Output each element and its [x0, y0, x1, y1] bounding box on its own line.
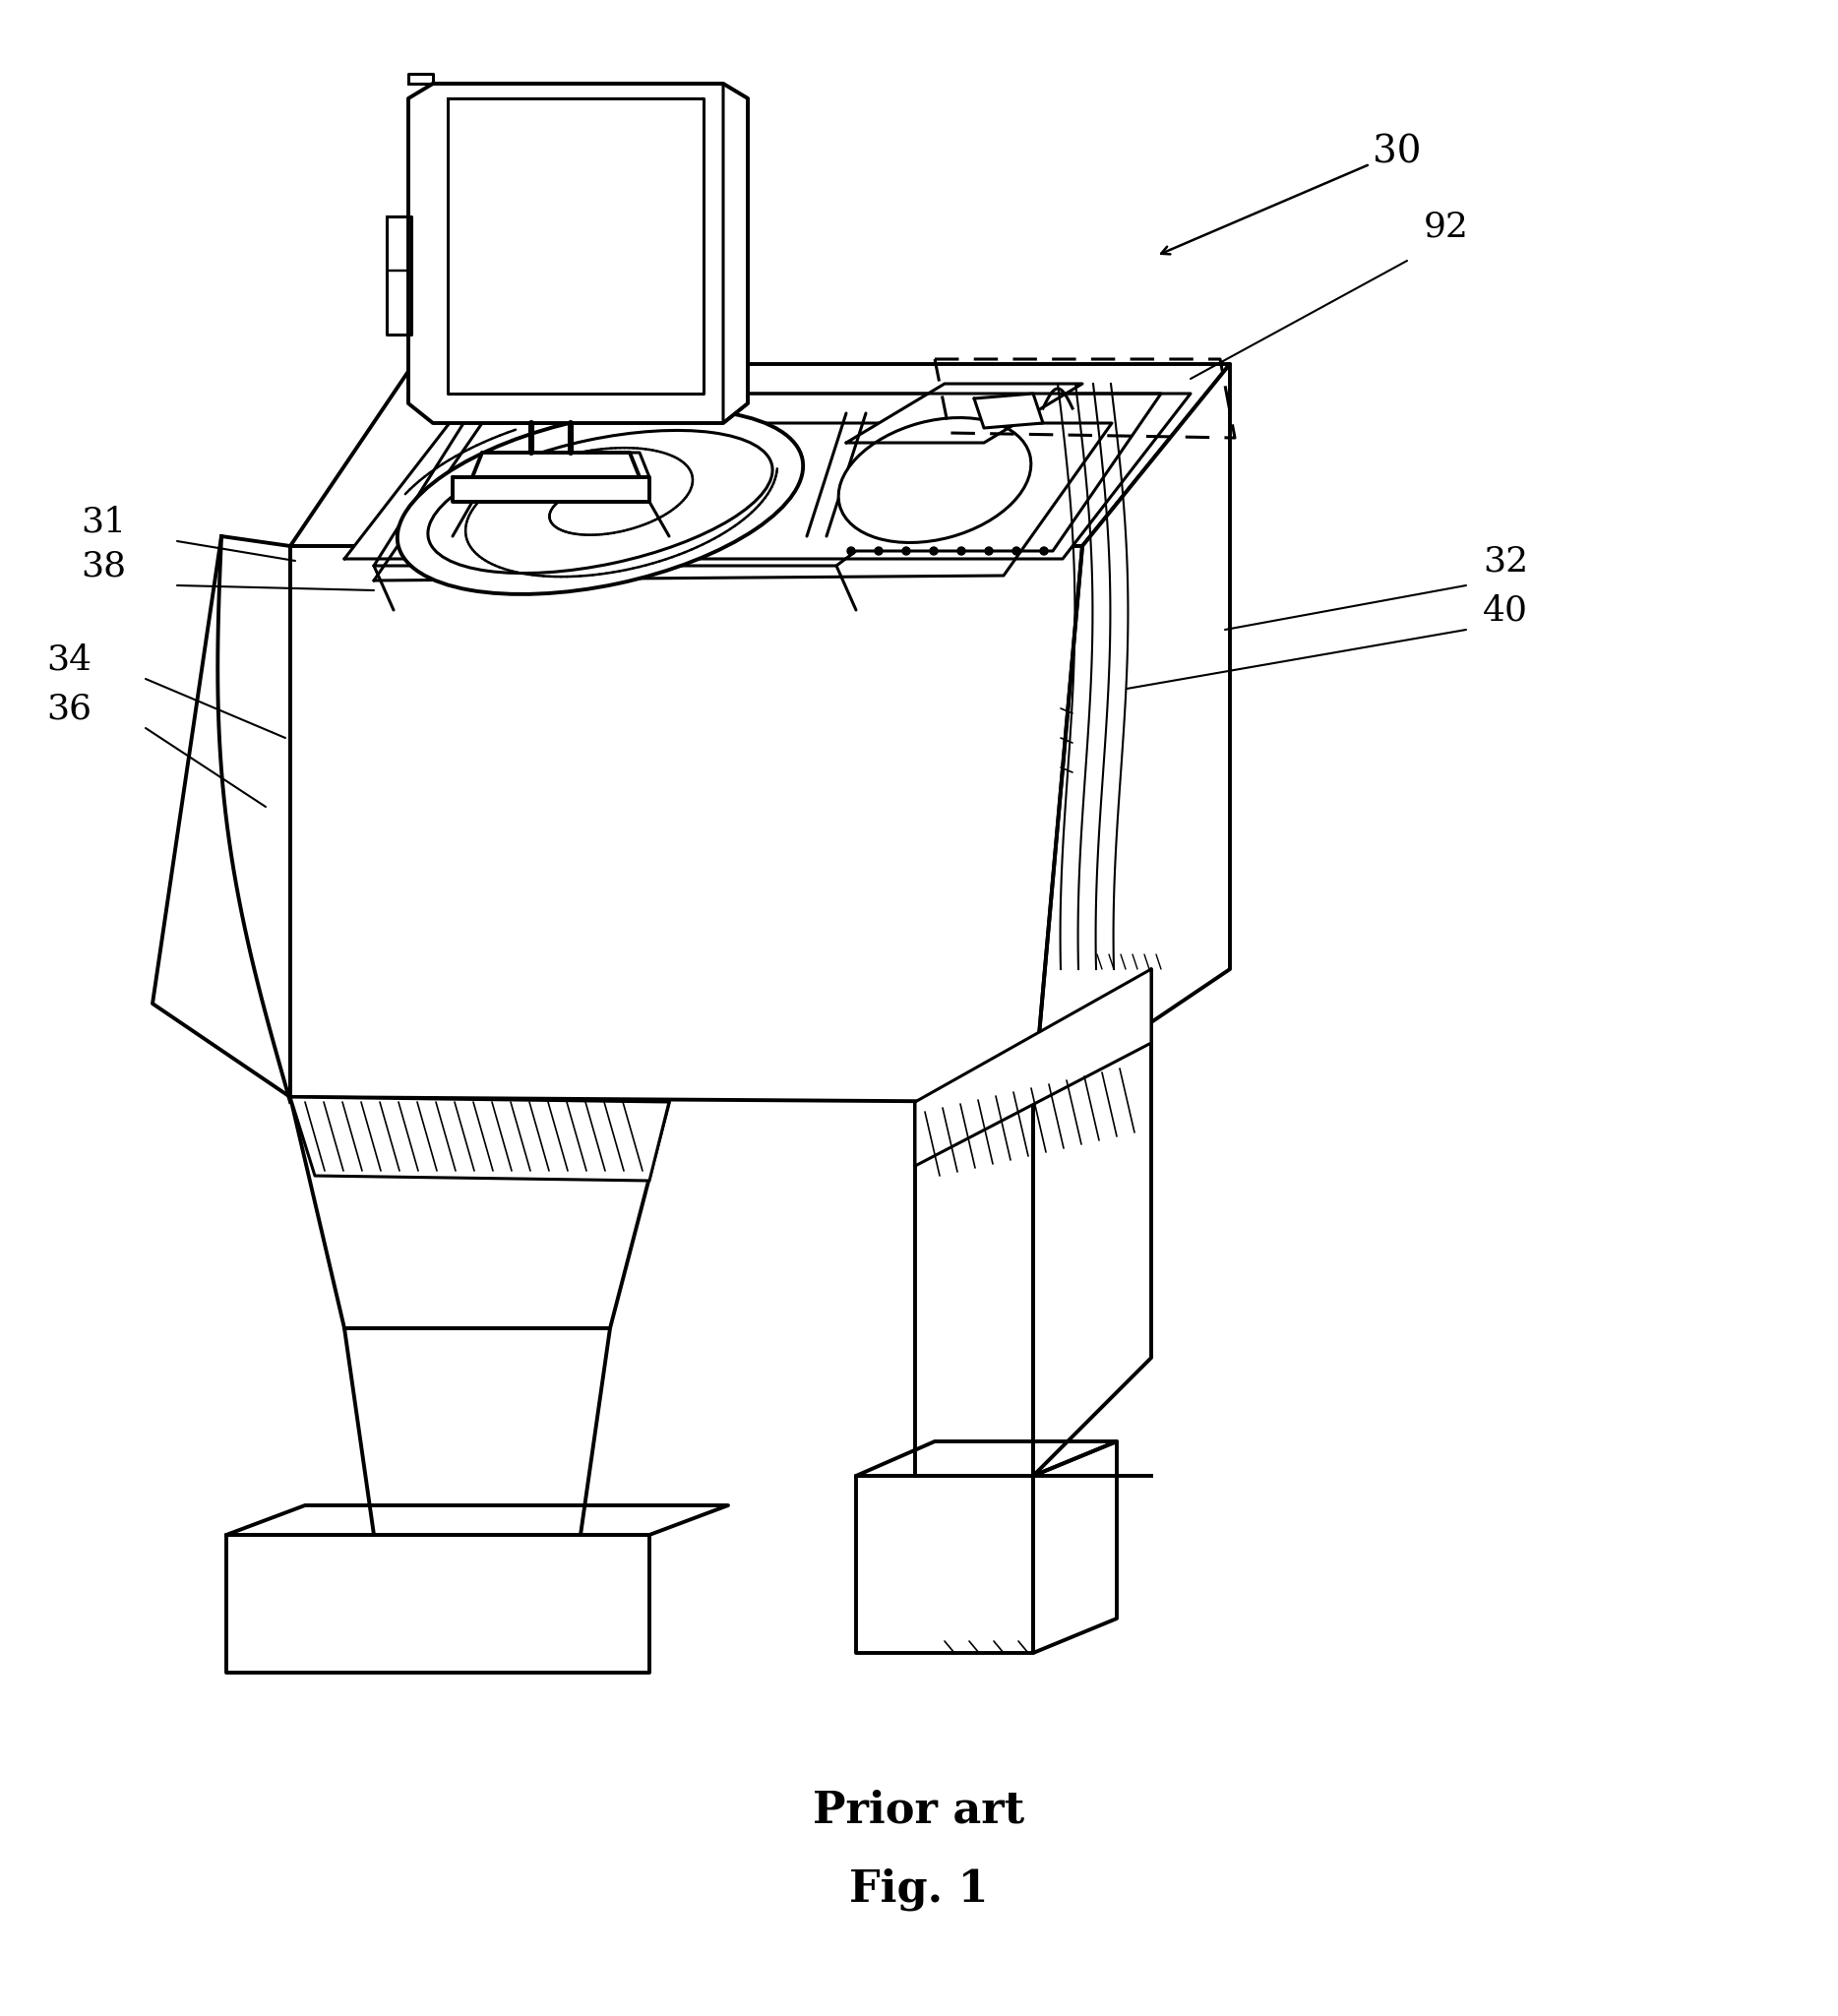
- Polygon shape: [472, 452, 640, 478]
- Polygon shape: [448, 99, 704, 393]
- Text: Fig. 1: Fig. 1: [849, 1867, 989, 1911]
- Text: Prior art: Prior art: [812, 1790, 1026, 1831]
- Text: 32: 32: [1483, 544, 1527, 577]
- Text: 36: 36: [46, 691, 92, 726]
- Polygon shape: [452, 478, 649, 502]
- Polygon shape: [226, 1534, 649, 1673]
- Polygon shape: [857, 1476, 1033, 1653]
- Polygon shape: [226, 1506, 728, 1534]
- Ellipse shape: [875, 546, 882, 554]
- Ellipse shape: [1040, 546, 1048, 554]
- Ellipse shape: [902, 546, 910, 554]
- Polygon shape: [408, 75, 434, 83]
- Polygon shape: [845, 383, 1083, 444]
- Ellipse shape: [930, 546, 937, 554]
- Polygon shape: [974, 393, 1042, 427]
- Polygon shape: [408, 83, 748, 423]
- Ellipse shape: [838, 417, 1031, 542]
- Polygon shape: [344, 1329, 610, 1534]
- Text: 92: 92: [1424, 210, 1469, 244]
- Polygon shape: [857, 1441, 1118, 1476]
- Polygon shape: [290, 365, 1230, 546]
- Polygon shape: [1033, 365, 1230, 1103]
- Polygon shape: [915, 1103, 1033, 1476]
- Ellipse shape: [958, 546, 965, 554]
- Polygon shape: [1033, 1441, 1118, 1653]
- Polygon shape: [344, 393, 1191, 558]
- Text: 34: 34: [46, 643, 92, 675]
- Ellipse shape: [847, 546, 855, 554]
- Polygon shape: [153, 536, 290, 1097]
- Text: 31: 31: [81, 504, 127, 538]
- Polygon shape: [722, 83, 748, 423]
- Text: 38: 38: [81, 548, 127, 583]
- Text: 40: 40: [1483, 593, 1527, 627]
- Polygon shape: [1033, 970, 1151, 1476]
- Polygon shape: [630, 452, 649, 478]
- Polygon shape: [915, 970, 1151, 1165]
- Ellipse shape: [428, 429, 772, 573]
- Ellipse shape: [397, 409, 803, 595]
- Polygon shape: [290, 546, 1083, 1103]
- Polygon shape: [290, 1097, 669, 1329]
- Text: 30: 30: [1162, 135, 1421, 254]
- Polygon shape: [373, 423, 1112, 581]
- Ellipse shape: [985, 546, 993, 554]
- Polygon shape: [373, 393, 1162, 566]
- Ellipse shape: [1013, 546, 1020, 554]
- Polygon shape: [386, 216, 412, 335]
- Polygon shape: [290, 1097, 669, 1181]
